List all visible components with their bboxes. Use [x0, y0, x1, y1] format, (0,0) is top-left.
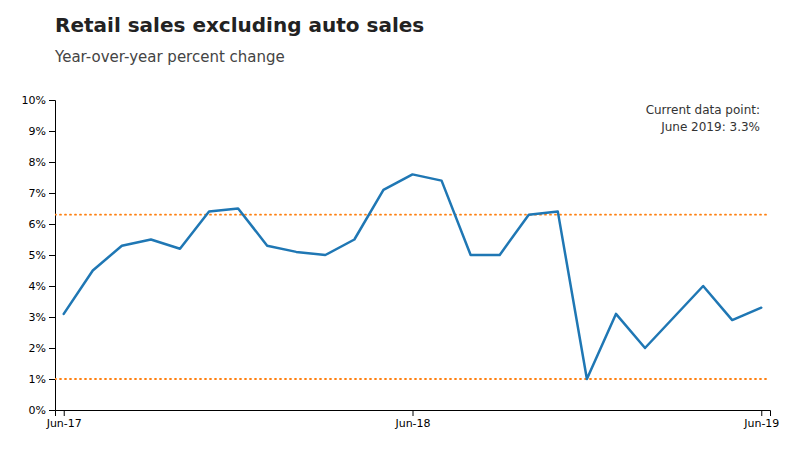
x-tick-line — [761, 410, 762, 416]
y-tick-label: 4% — [29, 280, 46, 293]
x-tick-label: Jun-17 — [46, 417, 82, 430]
y-tick-label: 8% — [29, 156, 46, 169]
y-tick-label: 0% — [29, 404, 46, 417]
y-tick-line — [49, 286, 55, 287]
y-tick-label: 6% — [29, 218, 46, 231]
y-tick: 8% — [29, 156, 55, 169]
line — [64, 174, 762, 379]
y-tick-line — [49, 131, 55, 132]
y-tick: 1% — [29, 373, 55, 386]
y-tick-label: 9% — [29, 125, 46, 138]
y-tick-label: 5% — [29, 249, 46, 262]
y-tick-line — [49, 100, 55, 101]
y-tick: 10% — [22, 94, 55, 107]
y-tick-label: 10% — [22, 94, 46, 107]
x-tick: Jun-17 — [46, 410, 82, 430]
x-axis: Jun-17 Jun-18 Jun-19 — [46, 410, 780, 430]
subtitle: Year-over-year percent change — [54, 48, 285, 66]
x-tick-label: Jun-19 — [743, 417, 779, 430]
y-axis: 0% 1% 2% 3% 4% 5% 6% 7% 8% 9% 10% — [22, 94, 56, 417]
x-tick: Jun-18 — [394, 410, 430, 430]
y-tick-label: 7% — [29, 187, 46, 200]
y-tick-label: 1% — [29, 373, 46, 386]
x-axis-line — [56, 411, 771, 417]
plot: 0%1%2%3%4%5%6%7%8%9%10%Jun-17Jun-18Jun-1… — [22, 94, 780, 430]
y-tick-label: 3% — [29, 311, 46, 324]
x-tick-label: Jun-18 — [394, 417, 430, 430]
y-tick-line — [49, 317, 55, 318]
annotation-text: June 2019: 3.3% — [660, 120, 760, 134]
annotation: Current data point: June 2019: 3.3% — [646, 103, 760, 134]
y-tick: 0% — [29, 404, 55, 417]
y-axis-line — [49, 101, 56, 411]
y-tick: 7% — [29, 187, 55, 200]
x-tick-line — [64, 410, 65, 416]
y-tick-line — [49, 348, 55, 349]
marks — [55, 174, 770, 379]
y-tick: 3% — [29, 311, 55, 324]
y-tick: 4% — [29, 280, 55, 293]
y-tick-line — [49, 379, 55, 380]
annotation-text: Current data point: — [646, 103, 760, 117]
y-tick-line — [49, 410, 55, 411]
y-tick-line — [49, 193, 55, 194]
y-tick-line — [49, 162, 55, 163]
y-tick: 2% — [29, 342, 55, 355]
y-tick: 6% — [29, 218, 55, 231]
x-tick-line — [413, 410, 414, 416]
y-tick-line — [49, 224, 55, 225]
chart: Retail sales excluding auto sales Year-ov… — [0, 0, 800, 450]
reference-line — [55, 378, 770, 380]
y-tick: 9% — [29, 125, 55, 138]
x-tick: Jun-19 — [743, 410, 779, 430]
title: Retail sales excluding auto sales — [55, 13, 424, 37]
reference-line — [55, 214, 770, 216]
y-tick-line — [49, 255, 55, 256]
y-tick: 5% — [29, 249, 55, 262]
y-tick-label: 2% — [29, 342, 46, 355]
